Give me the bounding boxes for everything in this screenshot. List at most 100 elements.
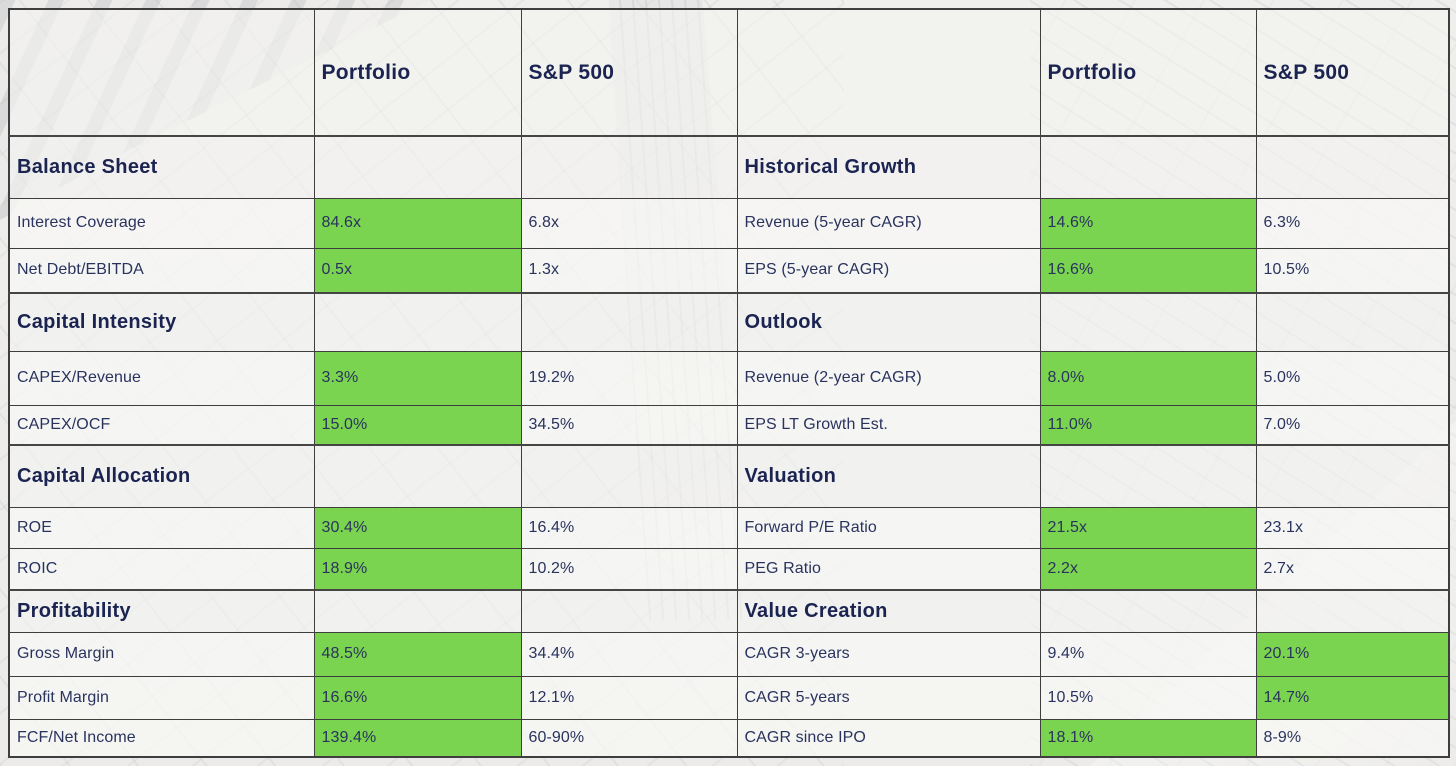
portfolio-value-cell: 84.6x <box>313 197 522 249</box>
sp500-value-cell: 12.1% <box>520 675 738 720</box>
section-header-cell: Profitability <box>8 589 315 633</box>
sp500-value-cell: 10.2% <box>520 547 738 591</box>
section-row: Capital Intensity Outlook <box>8 292 1450 352</box>
sp500-value-cell: 34.5% <box>520 404 738 446</box>
metric-label-cell: ROE <box>8 506 315 549</box>
section-empty-cell <box>313 444 522 508</box>
section-header-cell: Capital Allocation <box>8 444 315 508</box>
sp500-value-cell: 23.1x <box>1255 506 1450 549</box>
column-header-sp500-left: S&P 500 <box>520 8 738 137</box>
table-row: ROIC 18.9% 10.2% PEG Ratio 2.2x 2.7x <box>8 547 1450 591</box>
portfolio-value-cell: 18.1% <box>1039 718 1257 758</box>
table-row: CAPEX/Revenue 3.3% 19.2% Revenue (2-year CA… <box>8 350 1450 406</box>
comparison-table: Portfolio S&P 500 Portfolio S&P 500 Balance … <box>8 8 1450 758</box>
table-row: Gross Margin 48.5% 34.4% CAGR 3-years 9.4% 20… <box>8 631 1450 677</box>
metric-label-cell: Gross Margin <box>8 631 315 677</box>
section-empty-cell <box>520 589 738 633</box>
table-row: ROE 30.4% 16.4% Forward P/E Ratio 21.5x 23.1x <box>8 506 1450 549</box>
section-header-cell: Value Creation <box>736 589 1041 633</box>
section-empty-cell <box>1255 444 1450 508</box>
portfolio-value-cell: 15.0% <box>313 404 522 446</box>
table-row: Profit Margin 16.6% 12.1% CAGR 5-years 10.5%… <box>8 675 1450 720</box>
section-empty-cell <box>1039 135 1257 199</box>
section-empty-cell <box>313 135 522 199</box>
portfolio-value-cell: 0.5x <box>313 247 522 294</box>
sp500-value-cell: 60-90% <box>520 718 738 758</box>
section-row: Capital Allocation Valuation <box>8 444 1450 508</box>
table-row: CAPEX/OCF 15.0% 34.5% EPS LT Growth Est. 11.… <box>8 404 1450 446</box>
portfolio-value-cell: 21.5x <box>1039 506 1257 549</box>
section-empty-cell <box>520 135 738 199</box>
section-empty-cell <box>1255 292 1450 352</box>
section-empty-cell <box>1039 589 1257 633</box>
portfolio-value-cell: 10.5% <box>1039 675 1257 720</box>
section-header-cell: Balance Sheet <box>8 135 315 199</box>
section-row: Balance Sheet Historical Growth <box>8 135 1450 199</box>
sp500-value-cell: 6.8x <box>520 197 738 249</box>
metric-label-cell: ROIC <box>8 547 315 591</box>
metric-label-cell: EPS LT Growth Est. <box>736 404 1041 446</box>
sp500-value-cell: 14.7% <box>1255 675 1450 720</box>
portfolio-value-cell: 139.4% <box>313 718 522 758</box>
metric-label-cell: FCF/Net Income <box>8 718 315 758</box>
portfolio-value-cell: 8.0% <box>1039 350 1257 406</box>
metric-label-cell: Net Debt/EBITDA <box>8 247 315 294</box>
sp500-value-cell: 19.2% <box>520 350 738 406</box>
portfolio-value-cell: 3.3% <box>313 350 522 406</box>
section-empty-cell <box>520 292 738 352</box>
metric-label-cell: CAPEX/OCF <box>8 404 315 446</box>
column-header-sp500-right: S&P 500 <box>1255 8 1450 137</box>
section-header-cell: Historical Growth <box>736 135 1041 199</box>
sp500-value-cell: 16.4% <box>520 506 738 549</box>
sp500-value-cell: 2.7x <box>1255 547 1450 591</box>
section-header-cell: Valuation <box>736 444 1041 508</box>
table-row: Interest Coverage 84.6x 6.8x Revenue (5-yea… <box>8 197 1450 249</box>
section-empty-cell <box>1255 135 1450 199</box>
sp500-value-cell: 10.5% <box>1255 247 1450 294</box>
metric-label-cell: Revenue (2-year CAGR) <box>736 350 1041 406</box>
metric-label-cell: EPS (5-year CAGR) <box>736 247 1041 294</box>
portfolio-value-cell: 14.6% <box>1039 197 1257 249</box>
section-empty-cell <box>520 444 738 508</box>
portfolio-value-cell: 16.6% <box>313 675 522 720</box>
sp500-value-cell: 5.0% <box>1255 350 1450 406</box>
corner-cell <box>8 8 315 137</box>
section-header-cell: Capital Intensity <box>8 292 315 352</box>
table-row: FCF/Net Income 139.4% 60-90% CAGR since IPO… <box>8 718 1450 758</box>
portfolio-value-cell: 16.6% <box>1039 247 1257 294</box>
metric-label-cell: CAGR 3-years <box>736 631 1041 677</box>
metric-label-cell: Profit Margin <box>8 675 315 720</box>
section-empty-cell <box>1039 444 1257 508</box>
column-header-portfolio-left: Portfolio <box>313 8 522 137</box>
sp500-value-cell: 1.3x <box>520 247 738 294</box>
metric-label-cell: PEG Ratio <box>736 547 1041 591</box>
sp500-value-cell: 8-9% <box>1255 718 1450 758</box>
column-header-row: Portfolio S&P 500 Portfolio S&P 500 <box>8 8 1450 137</box>
portfolio-value-cell: 2.2x <box>1039 547 1257 591</box>
metric-label-cell: Revenue (5-year CAGR) <box>736 197 1041 249</box>
metric-label-cell: CAPEX/Revenue <box>8 350 315 406</box>
portfolio-value-cell: 30.4% <box>313 506 522 549</box>
sp500-value-cell: 6.3% <box>1255 197 1450 249</box>
portfolio-value-cell: 9.4% <box>1039 631 1257 677</box>
metric-label-cell: Interest Coverage <box>8 197 315 249</box>
metric-label-cell: CAGR 5-years <box>736 675 1041 720</box>
portfolio-value-cell: 18.9% <box>313 547 522 591</box>
metric-label-cell: Forward P/E Ratio <box>736 506 1041 549</box>
sp500-value-cell: 20.1% <box>1255 631 1450 677</box>
corner-cell <box>736 8 1041 137</box>
section-empty-cell <box>1039 292 1257 352</box>
portfolio-value-cell: 11.0% <box>1039 404 1257 446</box>
sp500-value-cell: 7.0% <box>1255 404 1450 446</box>
table-row: Net Debt/EBITDA 0.5x 1.3x EPS (5-year CAGR)… <box>8 247 1450 294</box>
metric-label-cell: CAGR since IPO <box>736 718 1041 758</box>
section-empty-cell <box>313 292 522 352</box>
section-header-cell: Outlook <box>736 292 1041 352</box>
section-row: Profitability Value Creation <box>8 589 1450 633</box>
column-header-portfolio-right: Portfolio <box>1039 8 1257 137</box>
section-empty-cell <box>1255 589 1450 633</box>
portfolio-value-cell: 48.5% <box>313 631 522 677</box>
sp500-value-cell: 34.4% <box>520 631 738 677</box>
section-empty-cell <box>313 589 522 633</box>
